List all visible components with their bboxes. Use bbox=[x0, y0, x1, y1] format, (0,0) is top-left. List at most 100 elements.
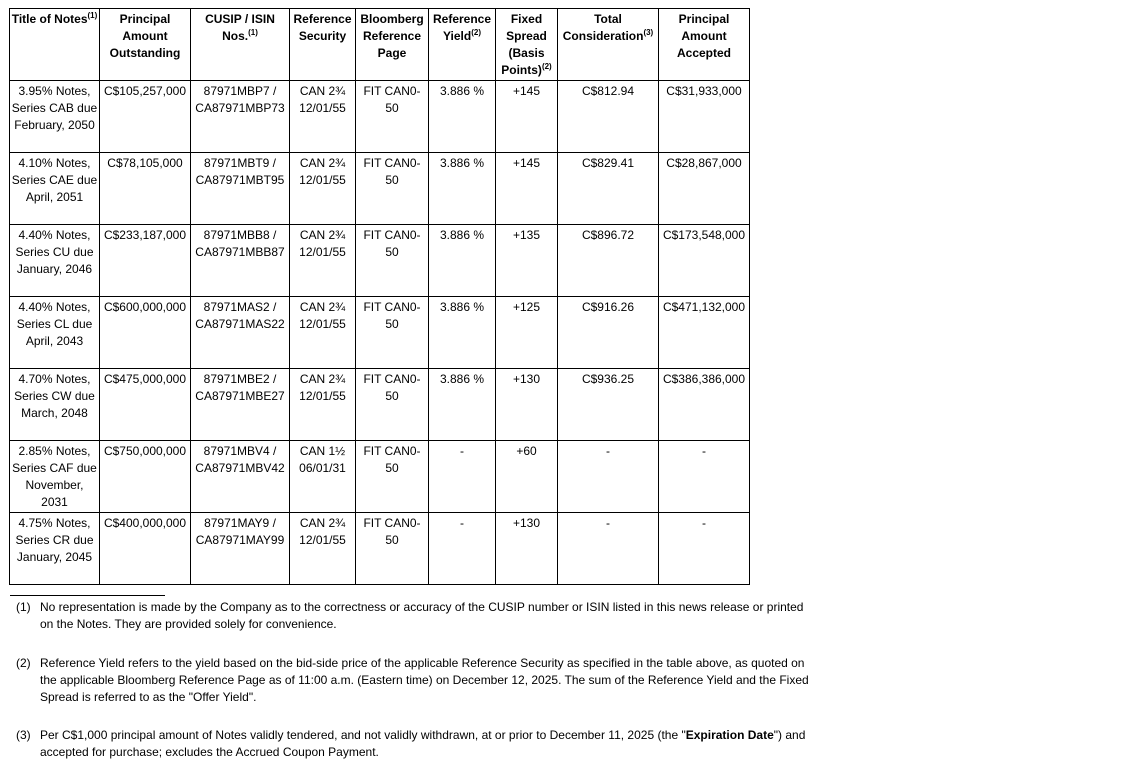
footnote-number: (2) bbox=[16, 656, 31, 670]
table-cell: FIT CAN0-50 bbox=[355, 80, 429, 153]
table-cell: - bbox=[557, 512, 659, 585]
footnote-number: (3) bbox=[16, 728, 31, 742]
table-cell: +145 bbox=[495, 152, 558, 225]
column-header: Fixed Spread (Basis Points)(2) bbox=[495, 8, 558, 81]
table-row: 4.40% Notes, Series CL due April, 2043 C$… bbox=[9, 296, 750, 369]
column-header: Total Consideration(3) bbox=[557, 8, 659, 81]
table-cell: +60 bbox=[495, 440, 558, 513]
column-header-label: Bloomberg Reference Page bbox=[360, 12, 424, 60]
table-row: 2.85% Notes, Series CAF due November, 20… bbox=[9, 440, 750, 513]
column-header-label: Fixed Spread (Basis Points) bbox=[501, 12, 547, 77]
table-cell: 4.10% Notes, Series CAE due April, 2051 bbox=[9, 152, 100, 225]
table-cell: 87971MAY9 / CA87971MAY99 bbox=[190, 512, 290, 585]
footnote-ref: (1) bbox=[87, 11, 98, 20]
table-cell: C$400,000,000 bbox=[99, 512, 191, 585]
column-header-label: Principal Amount Outstanding bbox=[109, 12, 181, 60]
column-header-label: Total Consideration bbox=[562, 12, 644, 43]
table-cell: CAN 2¾ 12/01/55 bbox=[289, 296, 356, 369]
table-cell: 3.886 % bbox=[428, 368, 496, 441]
footnote-text: Reference Yield refers to the yield base… bbox=[40, 656, 809, 704]
table-cell: CAN 1½ 06/01/31 bbox=[289, 440, 356, 513]
table-row: 4.75% Notes, Series CR due January, 2045… bbox=[9, 512, 750, 585]
table-row: 4.40% Notes, Series CU due January, 2046… bbox=[9, 224, 750, 297]
table-cell: +130 bbox=[495, 512, 558, 585]
column-header-label: Principal Amount Accepted bbox=[676, 12, 732, 60]
table-cell: 87971MAS2 / CA87971MAS22 bbox=[190, 296, 290, 369]
column-header-label: Title of Notes bbox=[11, 12, 88, 26]
table-cell: FIT CAN0-50 bbox=[355, 296, 429, 369]
table-cell: - bbox=[658, 512, 750, 585]
footnote-divider bbox=[10, 595, 165, 596]
table-cell: +135 bbox=[495, 224, 558, 297]
table-cell: 87971MBP7 / CA87971MBP73 bbox=[190, 80, 290, 153]
table-cell: +125 bbox=[495, 296, 558, 369]
table-cell: C$896.72 bbox=[557, 224, 659, 297]
footnote-2: (2) Reference Yield refers to the yield … bbox=[16, 655, 816, 706]
table-header-row: Title of Notes(1) Principal Amount Outsta… bbox=[9, 8, 750, 81]
column-header: Principal Amount Accepted bbox=[658, 8, 750, 81]
table-cell: 4.40% Notes, Series CU due January, 2046 bbox=[9, 224, 100, 297]
table-cell: - bbox=[428, 512, 496, 585]
table-cell: 87971MBV4 / CA87971MBV42 bbox=[190, 440, 290, 513]
table-cell: C$28,867,000 bbox=[658, 152, 750, 225]
table-cell: FIT CAN0-50 bbox=[355, 512, 429, 585]
table-cell: 2.85% Notes, Series CAF due November, 20… bbox=[9, 440, 100, 513]
table-cell: - bbox=[658, 440, 750, 513]
table-cell: C$829.41 bbox=[557, 152, 659, 225]
footnote-ref: (1) bbox=[248, 28, 258, 37]
table-cell: CAN 2¾ 12/01/55 bbox=[289, 368, 356, 441]
table-cell: 3.886 % bbox=[428, 296, 496, 369]
table-cell: 4.70% Notes, Series CW due March, 2048 bbox=[9, 368, 100, 441]
table-cell: CAN 2¾ 12/01/55 bbox=[289, 512, 356, 585]
table-cell: 87971MBB8 / CA87971MBB87 bbox=[190, 224, 290, 297]
footnote-3: (3) Per C$1,000 principal amount of Note… bbox=[16, 727, 816, 761]
footnote-text: No representation is made by the Company… bbox=[40, 600, 804, 631]
table-cell: C$812.94 bbox=[557, 80, 659, 153]
table-cell: CAN 2¾ 12/01/55 bbox=[289, 152, 356, 225]
column-header-label: CUSIP / ISIN Nos. bbox=[205, 12, 275, 43]
table-row: 3.95% Notes, Series CAB due February, 20… bbox=[9, 80, 750, 153]
table-cell: C$475,000,000 bbox=[99, 368, 191, 441]
table-cell: FIT CAN0-50 bbox=[355, 368, 429, 441]
footnote-text-part: ") and accepted for purchase; excludes t… bbox=[40, 728, 806, 759]
table-cell: - bbox=[428, 440, 496, 513]
column-header: Title of Notes(1) bbox=[9, 8, 100, 81]
table-cell: C$173,548,000 bbox=[658, 224, 750, 297]
column-header: Reference Yield(2) bbox=[428, 8, 496, 81]
footnote-ref: (3) bbox=[643, 28, 654, 37]
table-cell: C$386,386,000 bbox=[658, 368, 750, 441]
table-cell: 3.886 % bbox=[428, 224, 496, 297]
table-cell: CAN 2¾ 12/01/55 bbox=[289, 80, 356, 153]
table-cell: FIT CAN0-50 bbox=[355, 152, 429, 225]
table-cell: 4.40% Notes, Series CL due April, 2043 bbox=[9, 296, 100, 369]
table-cell: C$600,000,000 bbox=[99, 296, 191, 369]
footnote-number: (1) bbox=[16, 600, 31, 614]
column-header: CUSIP / ISIN Nos.(1) bbox=[190, 8, 290, 81]
table-cell: C$78,105,000 bbox=[99, 152, 191, 225]
table-cell: 3.95% Notes, Series CAB due February, 20… bbox=[9, 80, 100, 153]
expiration-date-term: Expiration Date bbox=[685, 728, 774, 742]
table-cell: +145 bbox=[495, 80, 558, 153]
table-cell: 3.886 % bbox=[428, 152, 496, 225]
table-cell: 87971MBT9 / CA87971MBT95 bbox=[190, 152, 290, 225]
table-cell: FIT CAN0-50 bbox=[355, 224, 429, 297]
table-cell: - bbox=[557, 440, 659, 513]
table-cell: CAN 2¾ 12/01/55 bbox=[289, 224, 356, 297]
table-cell: 3.886 % bbox=[428, 80, 496, 153]
table-row: 4.10% Notes, Series CAE due April, 2051 C… bbox=[9, 152, 750, 225]
column-header: Reference Security bbox=[289, 8, 356, 81]
table-row: 4.70% Notes, Series CW due March, 2048 C$… bbox=[9, 368, 750, 441]
table-cell: 87971MBE2 / CA87971MBE27 bbox=[190, 368, 290, 441]
column-header: Bloomberg Reference Page bbox=[355, 8, 429, 81]
footnote-1: (1) No representation is made by the Com… bbox=[16, 599, 816, 633]
table-cell: C$916.26 bbox=[557, 296, 659, 369]
tender-results-table: Title of Notes(1) Principal Amount Outsta… bbox=[9, 8, 750, 585]
table-cell: C$105,257,000 bbox=[99, 80, 191, 153]
footnote-text-part: Per C$1,000 principal amount of Notes va… bbox=[40, 728, 686, 742]
table-cell: +130 bbox=[495, 368, 558, 441]
footnote-ref: (2) bbox=[541, 62, 552, 71]
footnote-text: Per C$1,000 principal amount of Notes va… bbox=[40, 727, 816, 761]
table-cell: FIT CAN0-50 bbox=[355, 440, 429, 513]
column-header-label: Reference Yield bbox=[432, 12, 492, 43]
table-cell: C$750,000,000 bbox=[99, 440, 191, 513]
